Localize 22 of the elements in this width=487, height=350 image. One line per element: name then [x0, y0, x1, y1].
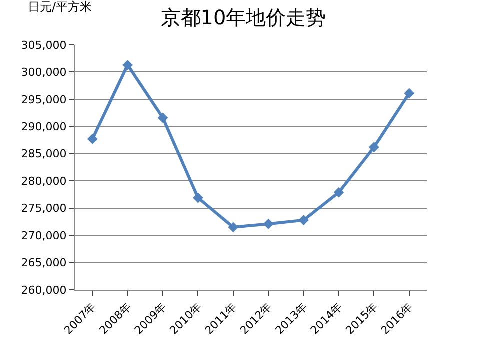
- point: [404, 88, 415, 99]
- y-tick-label: 260,000: [21, 284, 67, 297]
- y-tick-label: 300,000: [21, 66, 67, 80]
- y-tick-label: 275,000: [21, 202, 67, 216]
- point: [263, 218, 274, 230]
- y-tick-label: 295,000: [21, 93, 67, 106]
- y-tick-label: 265,000: [21, 256, 67, 270]
- y-tick-label: 305,000: [21, 38, 67, 52]
- y-tick-label: 285,000: [21, 148, 67, 161]
- point: [334, 187, 344, 198]
- point: [228, 222, 239, 233]
- y-tick-label: 290,000: [21, 120, 67, 134]
- point: [158, 112, 168, 124]
- y-tick-label: 280,000: [21, 174, 67, 188]
- y-axis-title: 日元/平方米: [28, 0, 92, 14]
- point: [298, 215, 309, 226]
- point: [369, 142, 380, 153]
- chart-title: 京都10年地价走势: [160, 6, 326, 30]
- point: [122, 60, 133, 70]
- point: [193, 192, 204, 204]
- point: [87, 134, 98, 144]
- y-tick-label: 270,000: [21, 229, 67, 242]
